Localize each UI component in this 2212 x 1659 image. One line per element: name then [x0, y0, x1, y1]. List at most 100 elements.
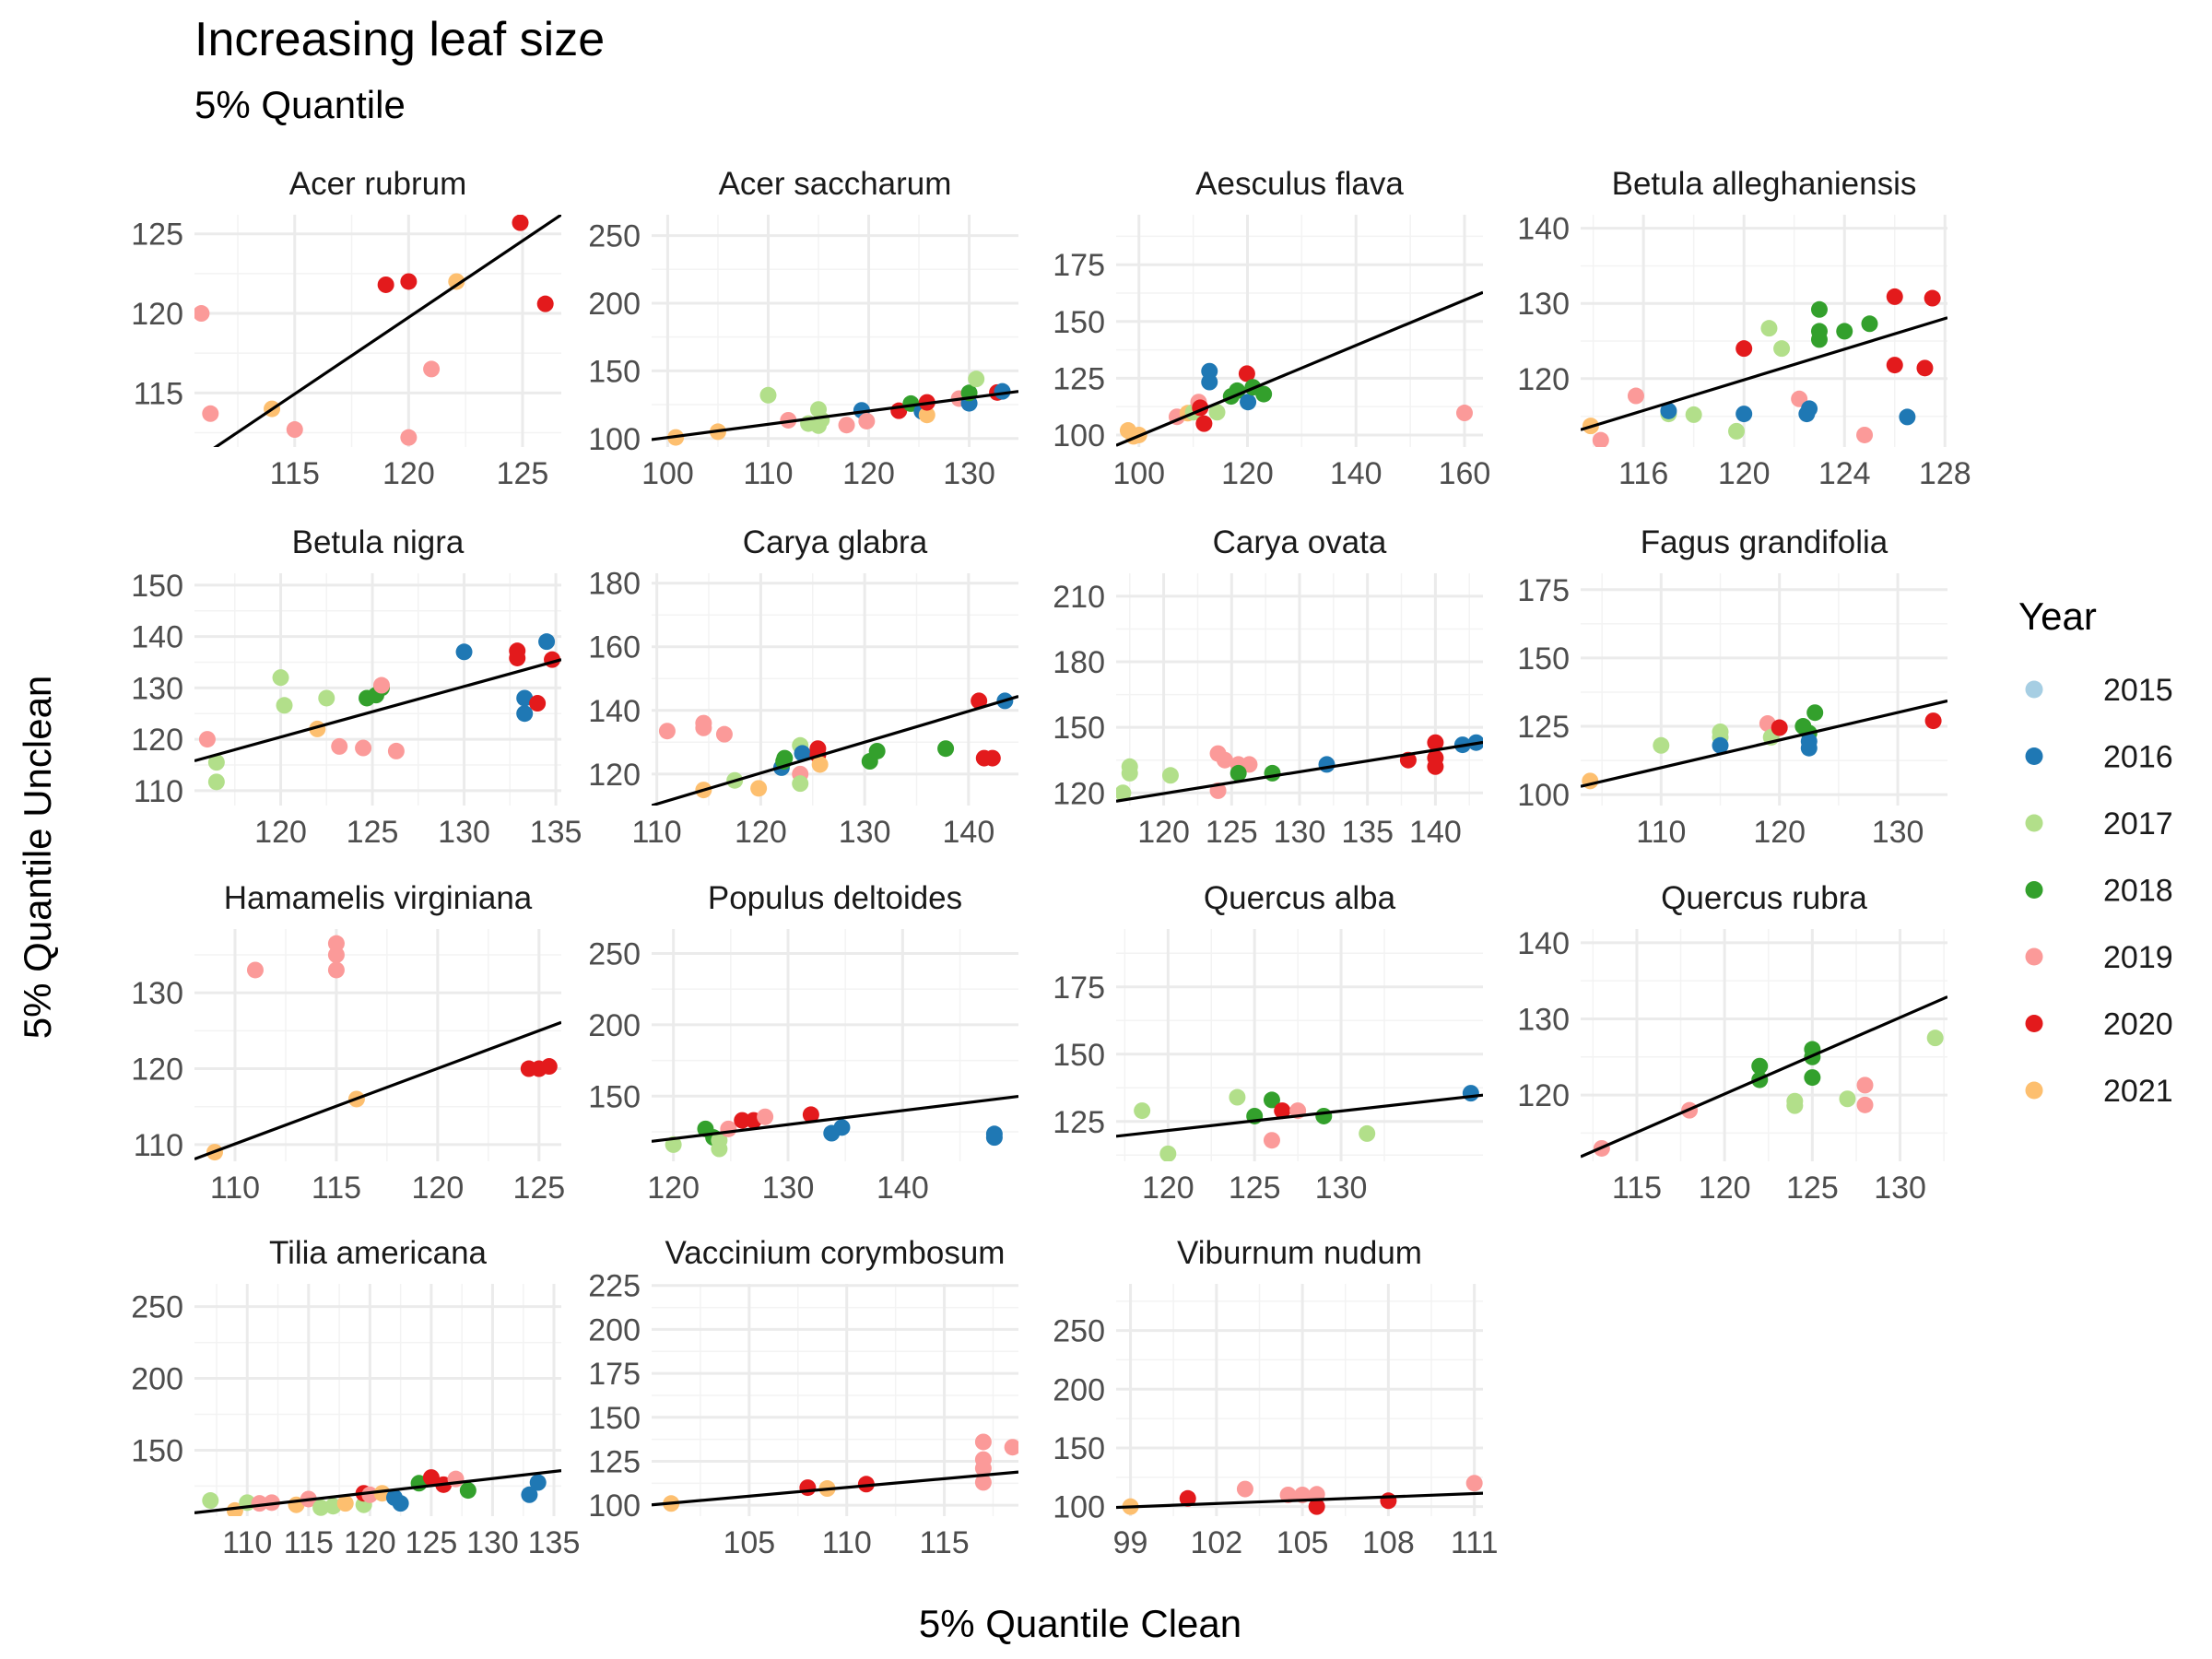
- data-point: [776, 749, 794, 767]
- x-tick-label: 135: [530, 815, 582, 850]
- legend-key-2016: [2025, 747, 2043, 765]
- data-point: [529, 1474, 547, 1491]
- chart-subtitle: 5% Quantile: [194, 83, 406, 126]
- legend-label: 2020: [2103, 1007, 2173, 1042]
- y-tick-label: 100: [588, 1488, 641, 1524]
- y-axis-title: 5% Quantile Unclean: [16, 676, 59, 1040]
- facet-title: Betula alleghaniensis: [1612, 166, 1917, 202]
- data-point: [1592, 431, 1609, 447]
- gridlines: [194, 1284, 561, 1516]
- facet-panel-acer-saccharum: Acer saccharum 100 110 120 130 100 150 200 250: [588, 166, 1018, 491]
- data-point: [1004, 1439, 1018, 1456]
- x-tick-label: 110: [222, 1525, 272, 1560]
- x-tick-label: 120: [254, 815, 307, 850]
- data-point: [327, 947, 345, 963]
- data-point: [971, 692, 988, 710]
- legend-title: Year: [2018, 594, 2097, 638]
- data-point: [695, 719, 712, 736]
- data-point: [937, 740, 955, 758]
- data-point: [658, 723, 676, 740]
- y-tick-label: 200: [588, 1008, 641, 1043]
- x-tick-label: 120: [1221, 456, 1274, 491]
- data-point: [392, 1495, 409, 1512]
- data-point: [400, 273, 418, 290]
- data-point: [516, 705, 534, 723]
- fit-line: [1581, 699, 1947, 788]
- data-point: [1806, 704, 1824, 722]
- points: [198, 633, 561, 791]
- x-tick-label: 128: [1919, 456, 1971, 491]
- facet-title: Betula nigra: [292, 524, 465, 560]
- data-point: [1836, 323, 1853, 340]
- data-point: [974, 1433, 992, 1451]
- data-point: [251, 1495, 268, 1512]
- x-tick-label: 120: [412, 1171, 465, 1206]
- data-point: [968, 371, 985, 388]
- facet-panel-viburnum-nudum: Viburnum nudum 99 102 105 108 111 100 150 200 250: [1053, 1235, 1498, 1560]
- points: [1593, 1030, 1944, 1157]
- y-tick-label: 200: [131, 1362, 183, 1397]
- gridlines: [194, 215, 561, 447]
- data-point: [1201, 373, 1218, 391]
- facet-title: Quercus alba: [1204, 880, 1396, 916]
- data-point: [1359, 1124, 1376, 1142]
- data-point: [331, 737, 348, 755]
- data-point: [1318, 756, 1335, 773]
- x-tick-label: 110: [1636, 815, 1686, 850]
- facet-title: Fagus grandifolia: [1641, 524, 1888, 560]
- x-tick-label: 120: [647, 1171, 700, 1206]
- fit-line: [652, 390, 1018, 441]
- y-tick-label: 175: [1053, 971, 1105, 1006]
- data-point: [918, 406, 935, 424]
- facet-panel-aesculus-flava: Aesculus flava 100 120 140 160 100 125 150 175: [1053, 166, 1490, 491]
- y-tick-label: 130: [1517, 287, 1570, 322]
- legend-label: 2015: [2103, 673, 2173, 708]
- data-point: [536, 295, 554, 312]
- y-tick-label: 120: [588, 758, 641, 793]
- data-point: [423, 360, 441, 378]
- data-point: [1465, 1475, 1483, 1492]
- data-point: [1462, 1085, 1479, 1102]
- data-point: [1856, 1096, 1874, 1113]
- data-point: [194, 305, 210, 323]
- gridlines: [652, 573, 1018, 806]
- data-point: [538, 633, 556, 651]
- fit-line: [1581, 995, 1947, 1159]
- data-point: [1773, 340, 1791, 358]
- facet-panel-fagus-grandifolia: Fagus grandifolia 110 120 130 100 125 150 175: [1517, 524, 1947, 850]
- gridlines: [652, 215, 1018, 447]
- data-point: [1161, 767, 1179, 784]
- data-point: [1856, 426, 1874, 443]
- x-tick-label: 120: [842, 456, 895, 491]
- fit-line: [194, 658, 561, 763]
- x-tick-label: 130: [839, 815, 891, 850]
- data-point: [312, 1499, 330, 1516]
- x-tick-label: 120: [1753, 815, 1806, 850]
- facet-title: Acer rubrum: [289, 166, 467, 202]
- data-point: [1179, 1489, 1196, 1507]
- facet-panel-quercus-rubra: Quercus rubra 115 120 125 130 120 130 140: [1517, 880, 1947, 1206]
- y-tick-label: 120: [131, 1053, 183, 1088]
- data-point: [355, 739, 372, 757]
- data-point: [1653, 736, 1670, 754]
- data-point: [207, 773, 225, 791]
- data-point: [529, 695, 547, 712]
- data-point: [1263, 1091, 1280, 1109]
- fit-line: [194, 1020, 561, 1161]
- data-point: [1926, 1030, 1944, 1047]
- facet-title: Aesculus flava: [1195, 166, 1404, 202]
- data-point: [757, 1108, 774, 1125]
- data-point: [336, 1495, 354, 1512]
- data-point: [1315, 1107, 1333, 1124]
- x-tick-label: 116: [1618, 456, 1668, 491]
- y-tick-label: 225: [588, 1269, 641, 1304]
- y-tick-label: 120: [131, 297, 183, 332]
- facet-title: Carya glabra: [743, 524, 928, 560]
- facet-panel-carya-glabra: Carya glabra 110 120 130 140 120 140 160 180: [588, 524, 1018, 850]
- y-tick-label: 140: [588, 694, 641, 729]
- data-point: [509, 649, 526, 666]
- y-tick-label: 175: [1517, 573, 1570, 608]
- facet-title: Populus deltoides: [708, 880, 962, 916]
- legend-key-2015: [2025, 680, 2043, 699]
- x-tick-label: 130: [762, 1171, 815, 1206]
